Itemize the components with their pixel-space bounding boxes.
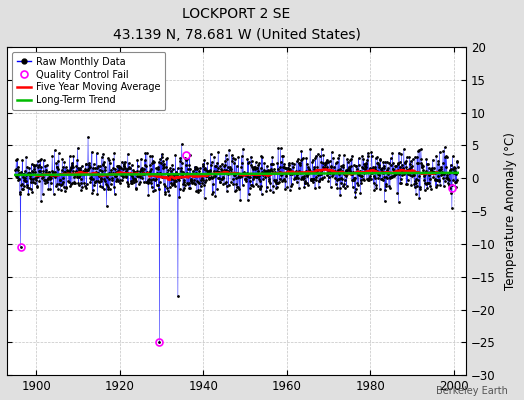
Title: LOCKPORT 2 SE
43.139 N, 78.681 W (United States): LOCKPORT 2 SE 43.139 N, 78.681 W (United… bbox=[113, 7, 361, 42]
Y-axis label: Temperature Anomaly (°C): Temperature Anomaly (°C) bbox=[504, 132, 517, 290]
Legend: Raw Monthly Data, Quality Control Fail, Five Year Moving Average, Long-Term Tren: Raw Monthly Data, Quality Control Fail, … bbox=[12, 52, 166, 110]
Text: Berkeley Earth: Berkeley Earth bbox=[436, 386, 508, 396]
